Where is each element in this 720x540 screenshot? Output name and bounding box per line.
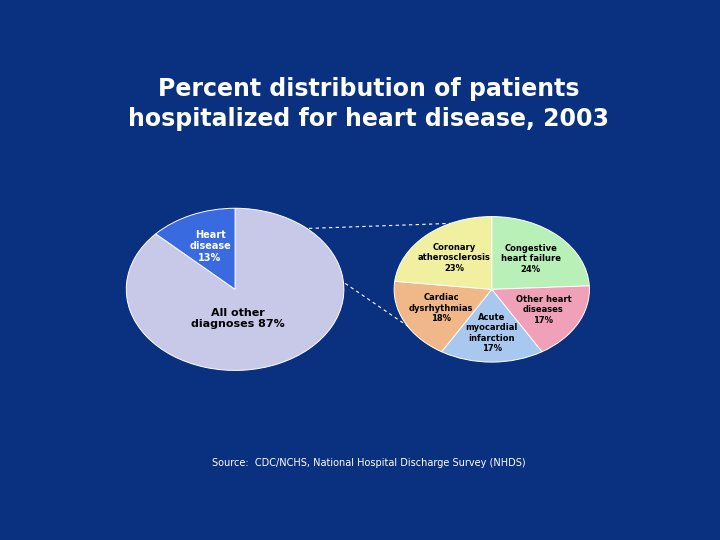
Text: Acute
myocardial
infarction
17%: Acute myocardial infarction 17% bbox=[466, 313, 518, 353]
Wedge shape bbox=[126, 208, 344, 370]
Text: Coronary
atherosclerosis
23%: Coronary atherosclerosis 23% bbox=[418, 243, 490, 273]
Text: Congestive
heart failure
24%: Congestive heart failure 24% bbox=[501, 244, 561, 274]
Text: Source:  CDC/NCHS, National Hospital Discharge Survey (NHDS): Source: CDC/NCHS, National Hospital Disc… bbox=[212, 458, 526, 468]
Text: Other heart
diseases
17%: Other heart diseases 17% bbox=[516, 295, 571, 325]
Wedge shape bbox=[441, 289, 542, 362]
Wedge shape bbox=[394, 281, 492, 352]
Text: Percent distribution of patients
hospitalized for heart disease, 2003: Percent distribution of patients hospita… bbox=[128, 77, 610, 131]
Wedge shape bbox=[492, 286, 590, 352]
Wedge shape bbox=[492, 217, 589, 289]
Wedge shape bbox=[395, 217, 492, 289]
Text: All other
diagnoses 87%: All other diagnoses 87% bbox=[191, 308, 284, 329]
Text: Cardiac
dysrhythmias
18%: Cardiac dysrhythmias 18% bbox=[409, 293, 473, 323]
Wedge shape bbox=[156, 208, 235, 289]
Text: Heart
disease
13%: Heart disease 13% bbox=[189, 230, 231, 263]
